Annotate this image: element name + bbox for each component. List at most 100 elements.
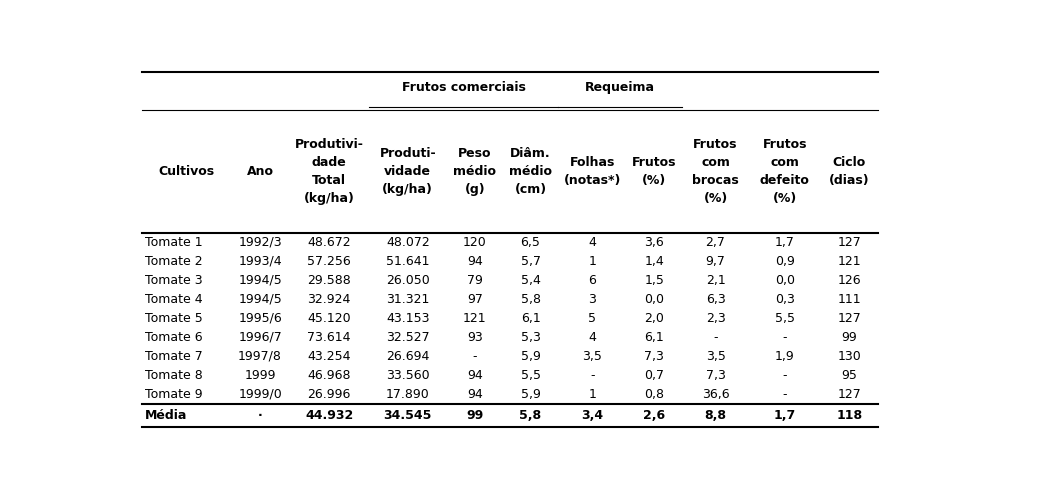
Text: 127: 127 (837, 312, 862, 325)
Text: Frutos
(%): Frutos (%) (631, 156, 677, 187)
Text: 1992/3: 1992/3 (239, 236, 282, 249)
Text: 2,6: 2,6 (643, 409, 665, 422)
Text: 130: 130 (837, 350, 862, 363)
Text: 6,5: 6,5 (521, 236, 541, 249)
Text: 1999: 1999 (244, 369, 276, 382)
Text: 17.890: 17.890 (385, 388, 430, 401)
Text: Peso
médio
(g): Peso médio (g) (453, 147, 496, 196)
Text: -: - (590, 369, 595, 382)
Text: 34.545: 34.545 (383, 409, 432, 422)
Text: 44.932: 44.932 (305, 409, 354, 422)
Text: 45.120: 45.120 (307, 312, 351, 325)
Text: 5,9: 5,9 (521, 388, 541, 401)
Text: -: - (782, 388, 787, 401)
Text: 2,1: 2,1 (705, 274, 725, 287)
Text: 7,3: 7,3 (705, 369, 725, 382)
Text: -: - (473, 350, 477, 363)
Text: 1994/5: 1994/5 (239, 274, 282, 287)
Text: 6: 6 (588, 274, 597, 287)
Text: Frutos
com
defeito
(%): Frutos com defeito (%) (759, 138, 810, 205)
Text: 99: 99 (467, 409, 484, 422)
Text: 1997/8: 1997/8 (239, 350, 282, 363)
Text: 1999/0: 1999/0 (239, 388, 282, 401)
Text: 43.153: 43.153 (386, 312, 430, 325)
Text: 2,7: 2,7 (705, 236, 725, 249)
Text: Tomate 8: Tomate 8 (145, 369, 203, 382)
Text: 6,3: 6,3 (705, 293, 725, 306)
Text: 121: 121 (837, 255, 861, 268)
Text: 1,9: 1,9 (775, 350, 794, 363)
Text: 33.560: 33.560 (386, 369, 430, 382)
Text: 1: 1 (588, 388, 597, 401)
Text: Tomate 5: Tomate 5 (145, 312, 203, 325)
Text: 0,0: 0,0 (775, 274, 795, 287)
Text: -: - (713, 331, 718, 344)
Text: 1,5: 1,5 (644, 274, 664, 287)
Text: 120: 120 (463, 236, 487, 249)
Text: Ano: Ano (247, 165, 274, 178)
Text: 0,9: 0,9 (775, 255, 794, 268)
Text: 97: 97 (467, 293, 483, 306)
Text: 0,3: 0,3 (775, 293, 794, 306)
Text: 7,3: 7,3 (644, 350, 664, 363)
Text: 1: 1 (588, 255, 597, 268)
Text: 118: 118 (836, 409, 863, 422)
Text: 94: 94 (467, 255, 483, 268)
Text: 31.321: 31.321 (386, 293, 430, 306)
Text: 9,7: 9,7 (705, 255, 725, 268)
Text: 6,1: 6,1 (644, 331, 664, 344)
Text: Produtivi-
dade
Total
(kg/ha): Produtivi- dade Total (kg/ha) (295, 138, 363, 205)
Text: 2,0: 2,0 (644, 312, 664, 325)
Text: -: - (782, 369, 787, 382)
Text: Tomate 4: Tomate 4 (145, 293, 203, 306)
Text: 3,5: 3,5 (705, 350, 725, 363)
Text: 1995/6: 1995/6 (239, 312, 282, 325)
Text: 3: 3 (588, 293, 597, 306)
Text: 1,7: 1,7 (774, 409, 796, 422)
Text: 95: 95 (842, 369, 857, 382)
Text: Tomate 6: Tomate 6 (145, 331, 203, 344)
Text: Ciclo
(dias): Ciclo (dias) (829, 156, 870, 187)
Text: 5,9: 5,9 (521, 350, 541, 363)
Text: 3,6: 3,6 (644, 236, 664, 249)
Text: Frutos
com
brocas
(%): Frutos com brocas (%) (692, 138, 739, 205)
Text: Tomate 1: Tomate 1 (145, 236, 203, 249)
Text: 5,7: 5,7 (521, 255, 541, 268)
Text: 5,5: 5,5 (521, 369, 541, 382)
Text: 4: 4 (588, 331, 597, 344)
Text: Tomate 9: Tomate 9 (145, 388, 203, 401)
Text: 0,8: 0,8 (644, 388, 664, 401)
Text: Requeima: Requeima (585, 81, 655, 94)
Text: 57.256: 57.256 (307, 255, 351, 268)
Text: 111: 111 (837, 293, 861, 306)
Text: 36,6: 36,6 (701, 388, 730, 401)
Text: Tomate 2: Tomate 2 (145, 255, 203, 268)
Text: 5: 5 (588, 312, 597, 325)
Text: 1994/5: 1994/5 (239, 293, 282, 306)
Text: -: - (782, 331, 787, 344)
Text: 5,4: 5,4 (521, 274, 541, 287)
Text: 29.588: 29.588 (307, 274, 351, 287)
Text: 94: 94 (467, 388, 483, 401)
Text: 1,4: 1,4 (644, 255, 664, 268)
Text: Tomate 3: Tomate 3 (145, 274, 203, 287)
Text: 99: 99 (842, 331, 857, 344)
Text: 32.527: 32.527 (386, 331, 430, 344)
Text: 5,8: 5,8 (520, 409, 542, 422)
Text: 32.924: 32.924 (307, 293, 351, 306)
Text: 48.072: 48.072 (385, 236, 430, 249)
Text: 2,3: 2,3 (705, 312, 725, 325)
Text: 127: 127 (837, 236, 862, 249)
Text: 1993/4: 1993/4 (239, 255, 282, 268)
Text: 127: 127 (837, 388, 862, 401)
Text: 3,5: 3,5 (583, 350, 602, 363)
Text: Cultivos: Cultivos (158, 165, 214, 178)
Text: 4: 4 (588, 236, 597, 249)
Text: 51.641: 51.641 (386, 255, 430, 268)
Text: Frutos comerciais: Frutos comerciais (401, 81, 526, 94)
Text: 0,7: 0,7 (644, 369, 664, 382)
Text: 1996/7: 1996/7 (239, 331, 282, 344)
Text: 26.050: 26.050 (385, 274, 430, 287)
Text: 0,0: 0,0 (644, 293, 664, 306)
Text: 6,1: 6,1 (521, 312, 541, 325)
